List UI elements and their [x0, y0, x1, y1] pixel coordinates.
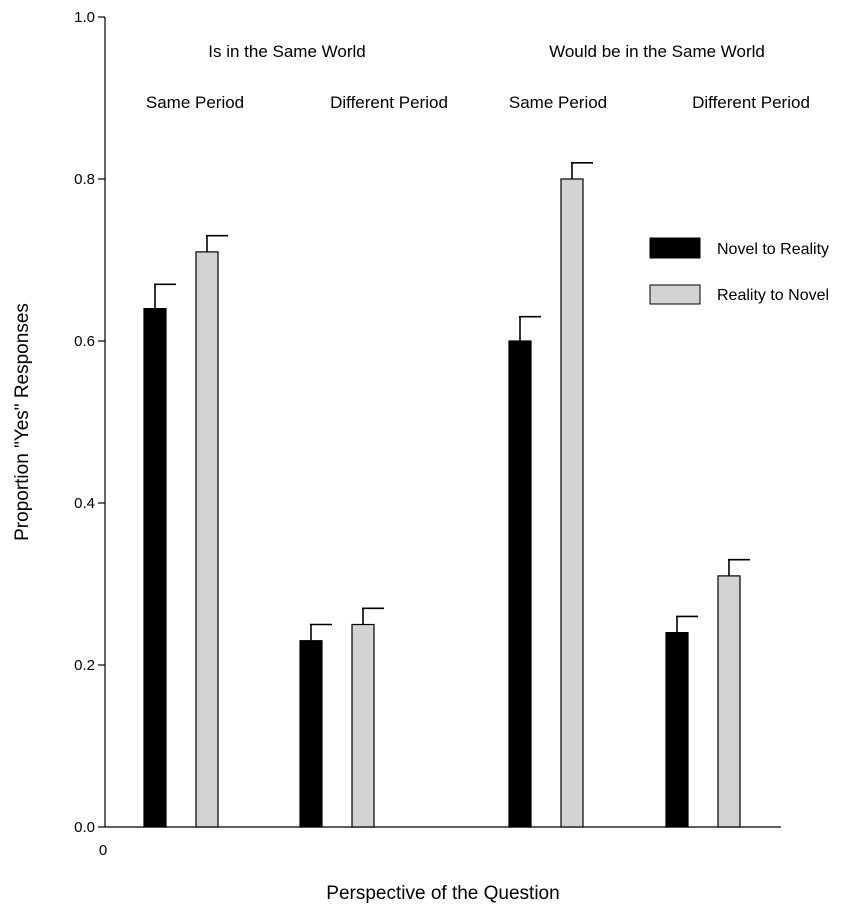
group-label: Is in the Same World: [208, 42, 365, 61]
x-axis-title: Perspective of the Question: [326, 883, 559, 904]
bar: [195, 251, 219, 828]
bar: [299, 640, 323, 828]
group-labels: Is in the Same World Same Period Different…: [146, 42, 810, 112]
legend-label-reality-to-novel: Reality to Novel: [717, 287, 829, 304]
bar: [665, 631, 689, 828]
subgroup-label: Different Period: [330, 93, 448, 112]
y-axis-title: Proportion "Yes" Responses: [12, 303, 33, 541]
bar: [560, 178, 584, 828]
subgroup-label: Different Period: [692, 93, 810, 112]
group-label: Would be in the Same World: [549, 42, 765, 61]
bar: [143, 308, 167, 828]
y-tick-label: 0.6: [74, 333, 95, 350]
bars: [143, 162, 750, 828]
subgroup-label: Same Period: [509, 93, 607, 112]
bar: [508, 340, 532, 828]
y-tick-label: 0.8: [74, 171, 95, 188]
bar: [717, 575, 741, 828]
y-tick-label: 0.4: [74, 495, 95, 512]
y-tick-label: 0.2: [74, 657, 95, 674]
y-ticks: 0.0 0.2 0.4 0.6 0.8 1.0: [74, 9, 105, 836]
y-tick-label: 0.0: [74, 819, 95, 836]
x-origin-label: 0: [99, 842, 107, 859]
legend: Novel to Reality Reality to Novel: [649, 237, 829, 305]
bar: [351, 623, 375, 828]
subgroup-label: Same Period: [146, 93, 244, 112]
legend-swatch-novel-to-reality: [649, 237, 701, 259]
y-tick-label: 1.0: [74, 9, 95, 26]
legend-swatch-reality-to-novel: [649, 284, 701, 305]
legend-label-novel-to-reality: Novel to Reality: [717, 241, 829, 258]
